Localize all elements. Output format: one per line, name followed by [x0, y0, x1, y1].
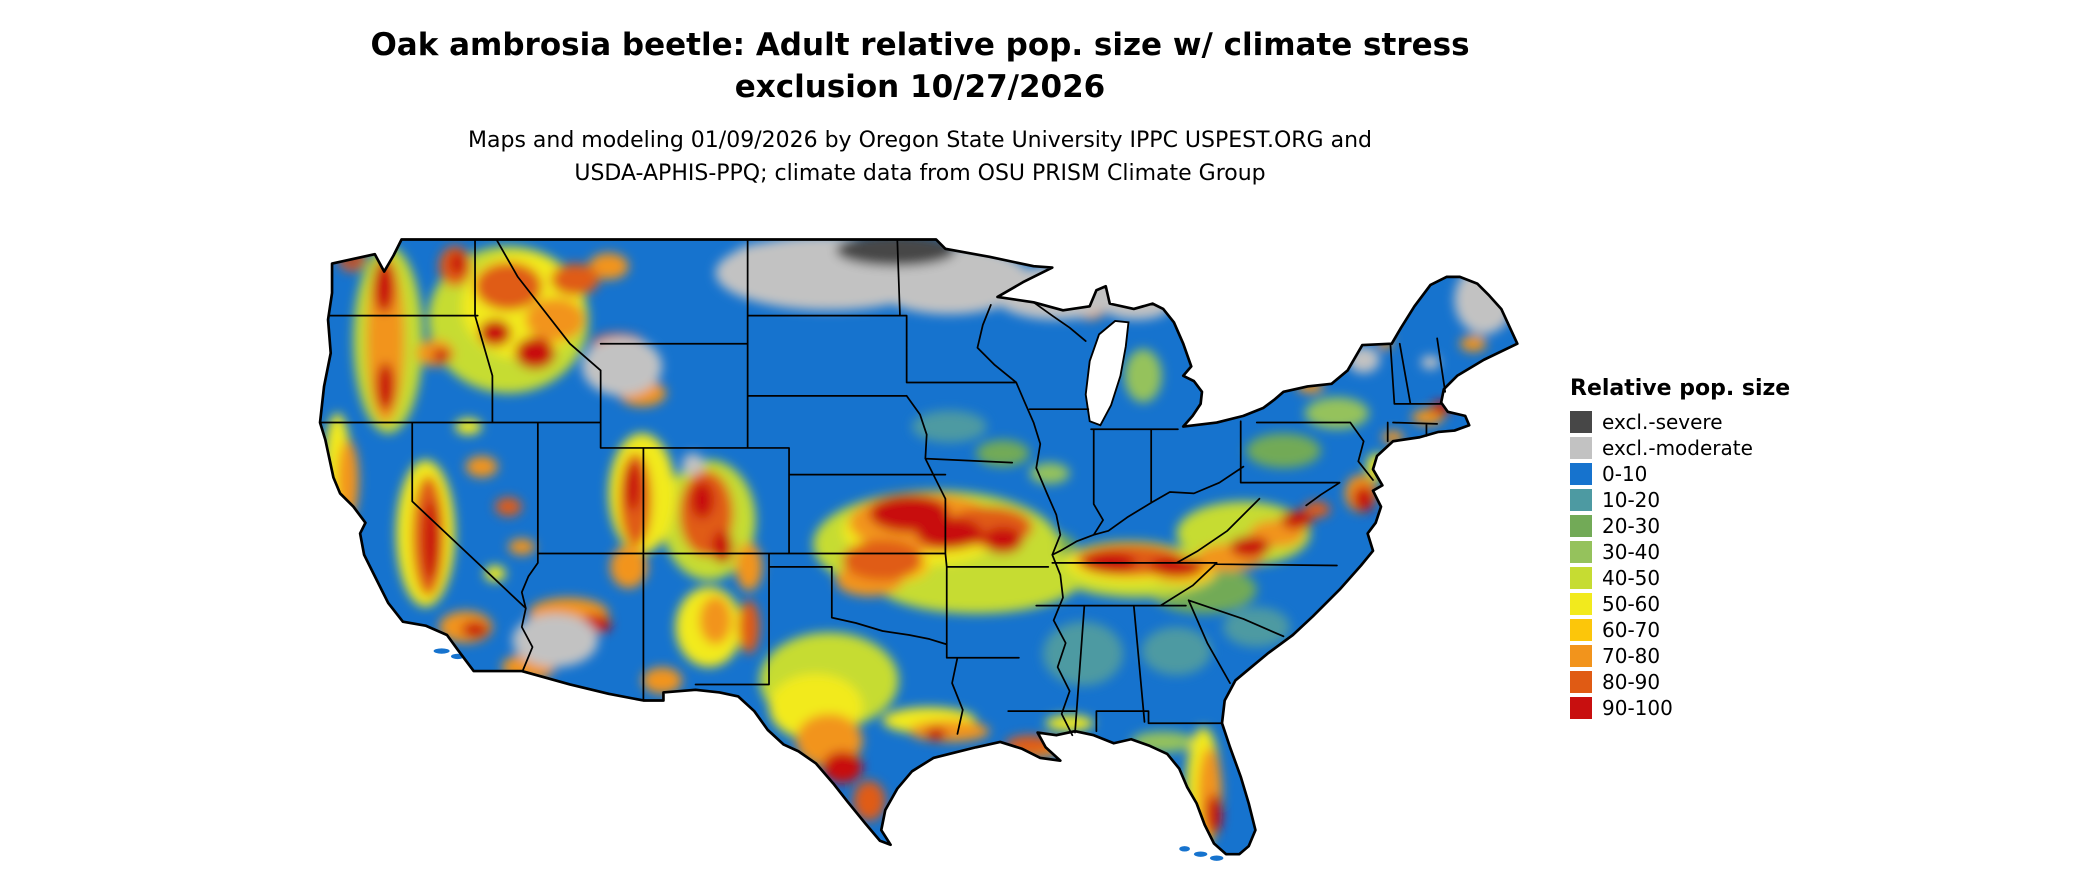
legend-item-excl-severe: excl.-severe — [1570, 411, 1790, 433]
figure-header: Oak ambrosia beetle: Adult relative pop.… — [0, 24, 1840, 190]
legend-label: 90-100 — [1602, 696, 1673, 720]
legend-swatch-0-10 — [1570, 463, 1592, 485]
legend-label: 60-70 — [1602, 618, 1661, 642]
figure-subtitle: Maps and modeling 01/09/2026 by Oregon S… — [0, 124, 1840, 190]
subtitle-line2: USDA-APHIS-PPQ; climate data from OSU PR… — [574, 161, 1266, 186]
legend-item-90-100: 90-100 — [1570, 697, 1790, 719]
map-legend: Relative pop. size excl.-severe excl.-mo… — [1570, 376, 1790, 723]
legend-label: 40-50 — [1602, 566, 1661, 590]
legend-label: 10-20 — [1602, 488, 1661, 512]
us-outline — [318, 238, 1519, 856]
legend-item-excl-moderate: excl.-moderate — [1570, 437, 1790, 459]
legend-swatch-excl-severe — [1570, 411, 1592, 433]
legend-item-30-40: 30-40 — [1570, 541, 1790, 563]
us-map-svg — [318, 238, 1519, 861]
legend-swatch-70-80 — [1570, 645, 1592, 667]
state-borders — [319, 238, 1447, 737]
page-title-line2: exclusion 10/27/2026 — [734, 69, 1106, 105]
offshore-islands — [433, 648, 1224, 861]
legend-item-80-90: 80-90 — [1570, 671, 1790, 693]
legend-swatch-40-50 — [1570, 567, 1592, 589]
legend-swatch-80-90 — [1570, 671, 1592, 693]
legend-item-40-50: 40-50 — [1570, 567, 1790, 589]
us-risk-map — [308, 226, 1524, 881]
legend-item-70-80: 70-80 — [1570, 645, 1790, 667]
legend-label: 70-80 — [1602, 644, 1661, 668]
legend-swatch-90-100 — [1570, 697, 1592, 719]
legend-swatch-60-70 — [1570, 619, 1592, 641]
legend-label: 20-30 — [1602, 514, 1661, 538]
page-title-line1: Oak ambrosia beetle: Adult relative pop.… — [370, 27, 1470, 63]
legend-label: 0-10 — [1602, 462, 1648, 486]
legend-swatch-30-40 — [1570, 541, 1592, 563]
legend-label: 50-60 — [1602, 592, 1661, 616]
legend-item-20-30: 20-30 — [1570, 515, 1790, 537]
legend-label: excl.-severe — [1602, 410, 1723, 434]
lake-michigan — [1084, 320, 1130, 427]
subtitle-line1: Maps and modeling 01/09/2026 by Oregon S… — [468, 128, 1372, 153]
legend-item-50-60: 50-60 — [1570, 593, 1790, 615]
legend-swatch-10-20 — [1570, 489, 1592, 511]
legend-title: Relative pop. size — [1570, 376, 1791, 401]
legend-item-60-70: 60-70 — [1570, 619, 1790, 641]
legend-swatch-50-60 — [1570, 593, 1592, 615]
legend-item-0-10: 0-10 — [1570, 463, 1790, 485]
legend-item-10-20: 10-20 — [1570, 489, 1790, 511]
legend-label: 30-40 — [1602, 540, 1661, 564]
legend-swatch-excl-moderate — [1570, 437, 1592, 459]
legend-label: 80-90 — [1602, 670, 1661, 694]
legend-label: excl.-moderate — [1602, 436, 1753, 460]
legend-swatch-20-30 — [1570, 515, 1592, 537]
